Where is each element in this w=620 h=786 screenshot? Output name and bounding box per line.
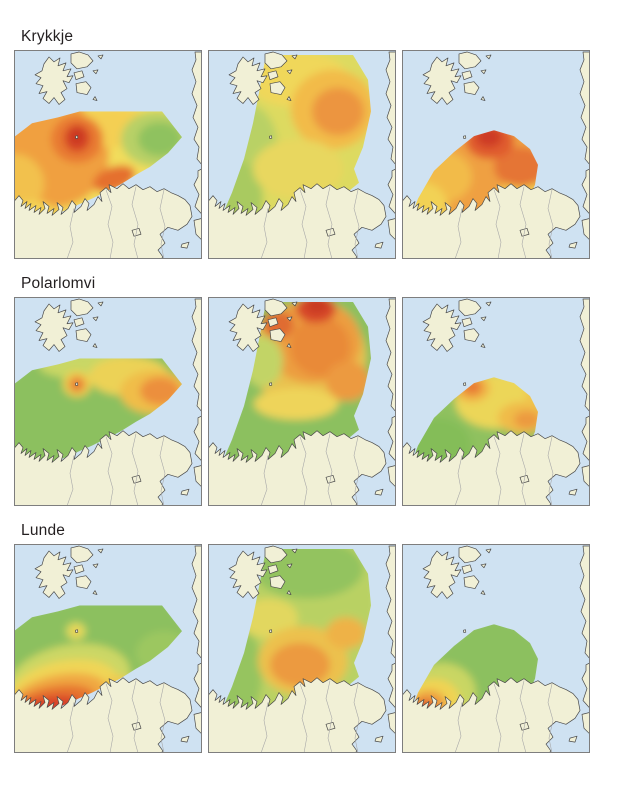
row-lunde: Lunde: [14, 522, 620, 754]
map-canvas: [402, 50, 590, 260]
row-title-polarlomvi: Polarlomvi: [21, 275, 96, 293]
map-panel-lunde-1: [14, 544, 202, 754]
row-krykkje: Krykkje: [14, 28, 620, 260]
map-panel-polarlomvi-1: [14, 297, 202, 507]
panel-grid: [14, 50, 620, 260]
map-canvas: [14, 544, 202, 754]
map-canvas: [402, 297, 590, 507]
map-panel-lunde-3: [402, 544, 590, 754]
map-canvas: [402, 544, 590, 754]
row-polarlomvi: Polarlomvi: [14, 275, 620, 507]
row-title-krykkje: Krykkje: [21, 28, 74, 45]
map-canvas: [14, 50, 202, 260]
figure: Krykkje: [14, 28, 620, 754]
map-panel-krykkje-2: [208, 50, 396, 260]
map-canvas: [208, 297, 396, 507]
map-panel-polarlomvi-3: [402, 297, 590, 507]
row-title-lunde: Lunde: [21, 522, 66, 540]
map-panel-polarlomvi-2: [208, 297, 396, 507]
panel-grid: [14, 297, 620, 507]
map-panel-krykkje-1: [14, 50, 202, 260]
panel-grid: [14, 544, 620, 754]
map-panel-krykkje-3: [402, 50, 590, 260]
map-canvas: [14, 297, 202, 507]
map-canvas: [208, 50, 396, 260]
map-canvas: [208, 544, 396, 754]
map-panel-lunde-2: [208, 544, 396, 754]
